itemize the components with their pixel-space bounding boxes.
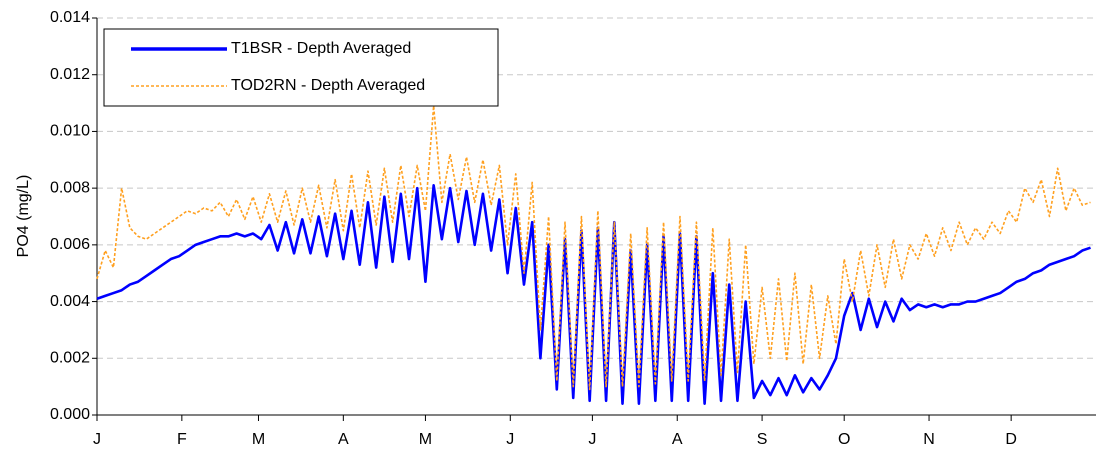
legend-label: TOD2RN - Depth Averaged	[231, 77, 425, 94]
x-tick-label: M	[252, 431, 265, 448]
x-tick-label: A	[338, 431, 349, 448]
y-tick-label: 0.008	[50, 179, 90, 196]
y-tick-label: 0.014	[50, 9, 90, 26]
y-axis-label: PO4 (mg/L)	[15, 175, 32, 258]
x-tick-label: J	[93, 431, 101, 448]
legend-label: T1BSR - Depth Averaged	[231, 40, 411, 57]
series-line	[96, 105, 1091, 391]
x-tick-label: S	[757, 431, 768, 448]
y-tick-label: 0.004	[50, 293, 90, 310]
x-tick-label: A	[672, 431, 683, 448]
x-tick-label: J	[588, 431, 596, 448]
x-tick-label: F	[177, 431, 187, 448]
y-tick-label: 0.006	[50, 236, 90, 253]
x-tick-label: J	[506, 431, 514, 448]
y-tick-label: 0.010	[50, 123, 90, 140]
legend-box	[103, 28, 499, 107]
y-tick-label: 0.000	[50, 406, 90, 423]
y-tick-label: 0.012	[50, 66, 90, 83]
x-tick-label: N	[923, 431, 935, 448]
x-tick-label: O	[838, 431, 850, 448]
x-tick-label: M	[419, 431, 432, 448]
x-tick-label: D	[1005, 431, 1017, 448]
y-tick-label: 0.002	[50, 350, 90, 367]
